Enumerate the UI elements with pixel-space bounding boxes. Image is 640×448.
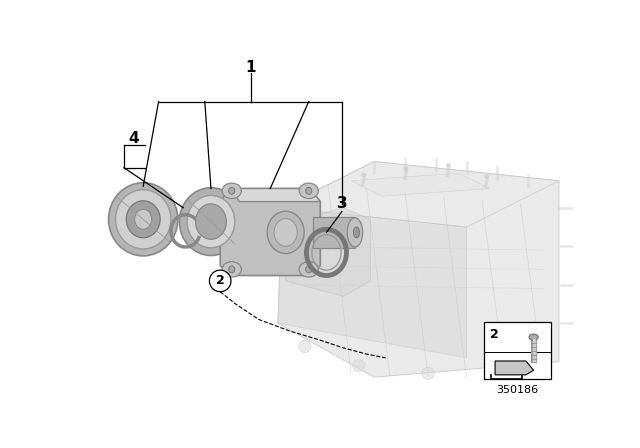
Ellipse shape [306, 187, 312, 194]
Ellipse shape [187, 195, 235, 248]
Polygon shape [285, 208, 371, 296]
Polygon shape [278, 208, 467, 358]
Ellipse shape [222, 262, 241, 277]
Circle shape [538, 340, 550, 353]
Text: 3: 3 [337, 196, 347, 211]
Ellipse shape [126, 201, 160, 238]
Ellipse shape [529, 334, 538, 340]
Polygon shape [230, 189, 320, 202]
Circle shape [484, 174, 488, 178]
Circle shape [422, 367, 435, 379]
Ellipse shape [267, 211, 304, 254]
Ellipse shape [115, 190, 171, 249]
Circle shape [353, 359, 365, 372]
Circle shape [446, 164, 450, 168]
Polygon shape [495, 361, 534, 375]
Bar [484, 322, 551, 379]
Ellipse shape [306, 266, 312, 273]
Polygon shape [282, 162, 559, 227]
Text: 2: 2 [490, 328, 499, 341]
Circle shape [492, 359, 504, 372]
Ellipse shape [348, 218, 363, 247]
Ellipse shape [299, 262, 318, 277]
Circle shape [362, 173, 365, 177]
Ellipse shape [353, 227, 360, 238]
Text: 350186: 350186 [497, 385, 538, 395]
Text: 4: 4 [129, 131, 140, 146]
Ellipse shape [299, 183, 318, 198]
Circle shape [209, 270, 231, 292]
Polygon shape [351, 173, 490, 196]
Ellipse shape [274, 219, 297, 246]
Text: 1: 1 [246, 60, 256, 75]
Ellipse shape [222, 183, 241, 198]
Circle shape [404, 167, 408, 170]
Ellipse shape [179, 188, 243, 255]
Ellipse shape [228, 266, 235, 273]
Ellipse shape [135, 209, 152, 229]
Polygon shape [220, 189, 320, 276]
Ellipse shape [228, 187, 235, 194]
Text: 2: 2 [216, 275, 225, 288]
Polygon shape [278, 162, 559, 377]
Circle shape [299, 340, 311, 353]
Ellipse shape [109, 183, 178, 256]
Bar [312, 217, 355, 248]
Ellipse shape [196, 204, 227, 239]
